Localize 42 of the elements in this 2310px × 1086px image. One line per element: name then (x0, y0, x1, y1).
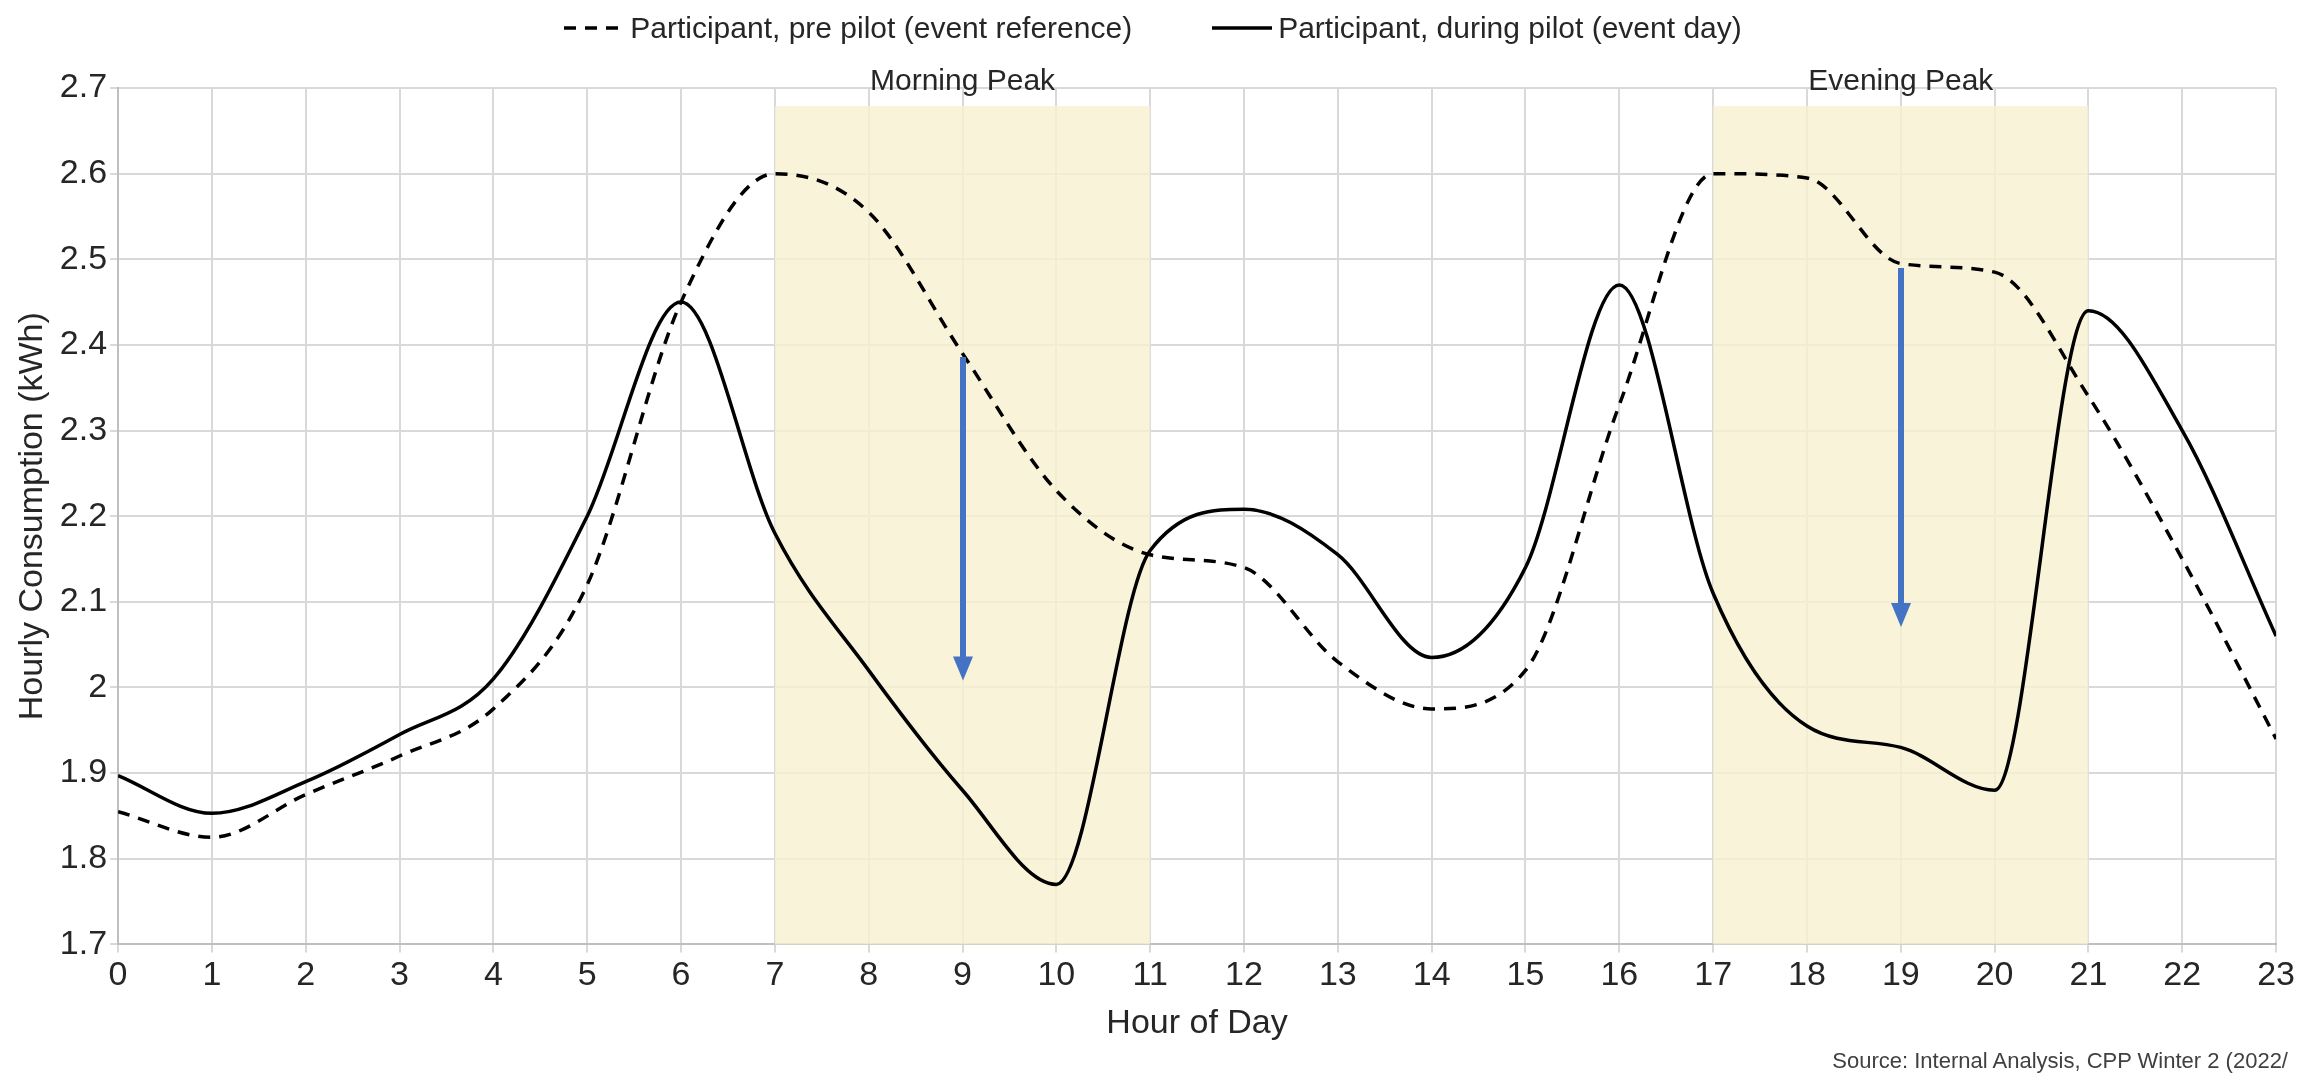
y-tick-label: 2.4 (59, 323, 108, 362)
y-tick-label: 2.6 (59, 152, 108, 191)
y-tick-label: 1.9 (59, 751, 108, 790)
x-tick-label: 22 (2163, 954, 2202, 993)
x-tick-label: 4 (483, 954, 503, 993)
x-tick-label: 5 (577, 954, 597, 993)
y-tick-label: 2.2 (59, 494, 108, 533)
x-tick-label: 20 (1975, 954, 2014, 993)
x-tick-label: 11 (1132, 954, 1168, 993)
x-tick-label: 1 (202, 954, 222, 993)
x-axis-title: Hour of Day (1106, 1001, 1288, 1040)
x-tick-label: 6 (671, 954, 691, 993)
x-tick-label: 12 (1225, 954, 1263, 993)
x-tick-label: 3 (390, 954, 410, 993)
legend-label: Participant, pre pilot (event reference) (630, 11, 1133, 45)
y-axis-title: Hourly Consumption (kWh) (10, 312, 49, 721)
x-tick-label: 2 (296, 954, 316, 993)
x-tick-label: 17 (1694, 954, 1733, 993)
source-note: Source: Internal Analysis, CPP Winter 2 (2022/ (1831, 1048, 2289, 1074)
y-tick-label: 2.7 (59, 66, 108, 105)
y-tick-label: 2.5 (59, 237, 108, 276)
x-tick-label: 15 (1506, 954, 1545, 993)
x-tick-label: 9 (953, 954, 972, 993)
legend-label: Participant, during pilot (event day) (1278, 11, 1742, 45)
y-tick-label: 2 (88, 665, 108, 704)
x-tick-label: 8 (859, 954, 879, 993)
y-tick-label: 1.8 (59, 837, 108, 876)
x-tick-label: 16 (1600, 954, 1639, 993)
x-tick-label: 13 (1318, 954, 1357, 993)
x-tick-label: 14 (1412, 954, 1451, 993)
y-tick-label: 2.3 (59, 408, 108, 447)
band-label: Evening Peak (1808, 63, 1995, 97)
x-tick-label: 19 (1881, 954, 1920, 993)
y-tick-label: 1.7 (59, 922, 108, 961)
x-tick-label: 23 (2257, 954, 2295, 993)
x-tick-label: 10 (1037, 954, 1076, 993)
y-tick-label: 2.1 (59, 580, 108, 619)
band-label: Morning Peak (869, 63, 1057, 97)
x-tick-label: 21 (2069, 954, 2108, 993)
x-tick-label: 18 (1788, 954, 1826, 993)
x-tick-label: 0 (108, 954, 128, 993)
x-tick-label: 7 (765, 954, 785, 993)
